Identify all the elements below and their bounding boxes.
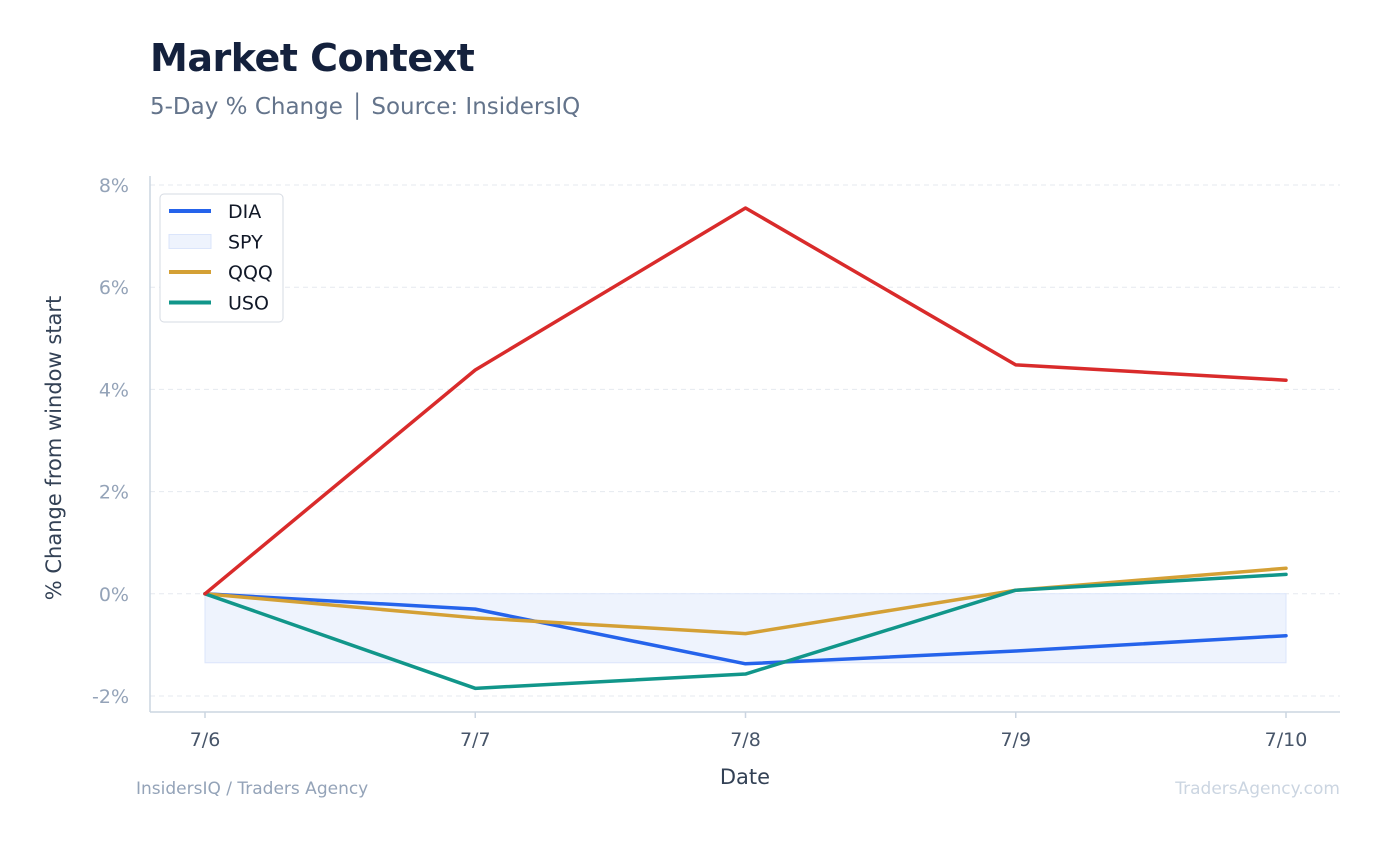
legend-label-spy: SPY: [228, 232, 263, 254]
axes: -2% 0% 2% 4% 6% 8% 7/6 7/7 7/8 7/9 7/10 Date % Chang…: [42, 175, 1340, 789]
y-tick-label: 4%: [99, 379, 129, 401]
grid-lines: [150, 184, 1340, 697]
y-axis-label: % Change from window start: [42, 296, 66, 601]
legend-label-dia: DIA: [228, 201, 261, 223]
series-line-red: [203, 206, 1288, 596]
x-axis-label: Date: [720, 765, 770, 789]
y-tick-label: 6%: [99, 277, 129, 299]
y-tick-label: 8%: [99, 175, 129, 197]
x-tick-label: 7/9: [1000, 729, 1031, 751]
y-tick-label: -2%: [92, 686, 129, 708]
legend: DIA SPY QQQ USO: [159, 193, 284, 323]
footer-credit: InsidersIQ / Traders Agency: [136, 779, 369, 799]
x-tick-label: 7/6: [190, 729, 221, 751]
legend-box: [159, 193, 284, 323]
chart-title: Market Context: [150, 36, 475, 80]
legend-swatch-spy: [168, 234, 212, 249]
x-tick-label: 7/7: [460, 729, 491, 751]
series-area-spy: [204, 593, 1287, 664]
x-tick-label: 7/10: [1265, 729, 1308, 751]
line-layer: [203, 206, 1288, 691]
area-layer: [204, 593, 1287, 664]
footer-watermark: TradersAgency.com: [1175, 779, 1340, 799]
chart-subtitle: 5-Day % Change │ Source: InsidersIQ: [150, 94, 581, 120]
x-tick-label: 7/8: [730, 729, 761, 751]
y-tick-label: 2%: [99, 482, 129, 504]
legend-label-qqq: QQQ: [228, 262, 273, 284]
y-tick-label: 0%: [99, 584, 129, 606]
legend-label-uso: USO: [228, 293, 269, 315]
